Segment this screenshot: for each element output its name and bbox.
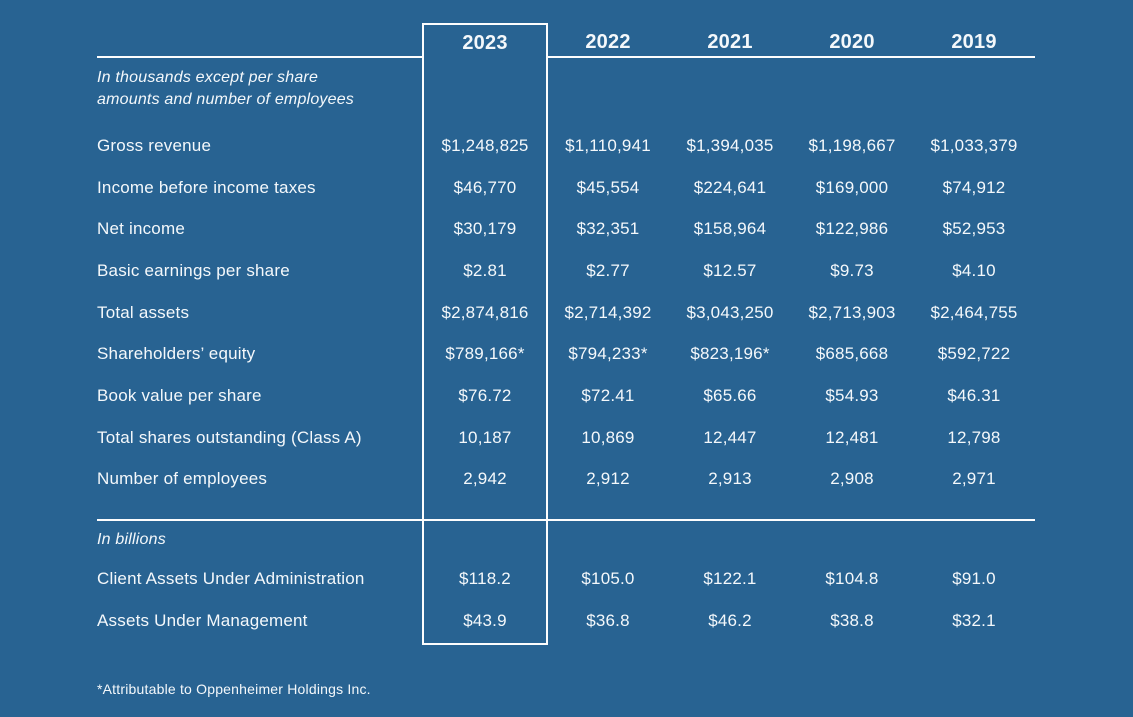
row-label: Income before income taxes	[97, 177, 316, 197]
cell-value: $105.0	[581, 569, 635, 589]
table-row-client-assets-under-administration: Client Assets Under Administration $118.…	[97, 558, 1035, 600]
row-label: Book value per share	[97, 385, 262, 405]
cell-value: $2,714,392	[564, 302, 652, 322]
cell-value: $2.81	[463, 260, 507, 280]
cell-value: $32.1	[952, 610, 996, 630]
cell-value: $74,912	[942, 177, 1006, 197]
cell-value: $592,722	[937, 344, 1011, 364]
table-row-gross-revenue: Gross revenue $1,248,825 $1,110,941 $1,3…	[97, 125, 1035, 167]
row-label: Basic earnings per share	[97, 260, 290, 280]
row-label: Shareholders’ equity	[97, 344, 256, 364]
units-note-line-1: In thousands except per share	[97, 69, 319, 86]
cell-value: 10,187	[458, 427, 512, 447]
cell-value: $65.66	[703, 385, 757, 405]
cell-value: $1,198,667	[808, 135, 896, 155]
cell-value: 10,869	[581, 427, 635, 447]
cell-value: $2,874,816	[441, 302, 529, 322]
row-label: Number of employees	[97, 469, 268, 489]
cell-value: $4.10	[952, 260, 996, 280]
cell-value: 2,912	[586, 469, 630, 489]
footnote: *Attributable to Oppenheimer Holdings In…	[97, 681, 371, 697]
table-row-assets-under-management: Assets Under Management $43.9 $36.8 $46.…	[97, 600, 1035, 642]
cell-value: $3,043,250	[686, 302, 774, 322]
year-header-2021: 2021	[669, 23, 791, 58]
cell-value: $1,248,825	[441, 135, 529, 155]
financial-summary-table: 2023 2022 2021 2020 2019 In thousands ex…	[97, 23, 1035, 642]
cell-value: $76.72	[458, 385, 512, 405]
cell-value: $54.93	[825, 385, 879, 405]
units-note-row: In thousands except per share amounts an…	[97, 58, 1035, 125]
cell-value: $30,179	[453, 219, 517, 239]
cell-value: $43.9	[463, 610, 507, 630]
row-label: Client Assets Under Administration	[97, 569, 365, 589]
cell-value: $52,953	[942, 219, 1006, 239]
year-header-2023: 2023	[462, 32, 508, 54]
row-label: Total assets	[97, 302, 190, 322]
cell-value: $46.31	[947, 385, 1001, 405]
cell-value: $9.73	[830, 260, 874, 280]
cell-value: $685,668	[815, 344, 889, 364]
cell-value: $36.8	[586, 610, 630, 630]
cell-value: 12,481	[825, 427, 879, 447]
cell-value: $38.8	[830, 610, 874, 630]
year-header-2022: 2022	[547, 23, 669, 58]
cell-value: $794,233*	[568, 344, 648, 364]
header-spacer	[97, 23, 423, 58]
cell-value: $158,964	[693, 219, 767, 239]
cell-value: $122,986	[815, 219, 889, 239]
year-header-2020: 2020	[791, 23, 913, 58]
table-row-number-of-employees: Number of employees 2,942 2,912 2,913 2,…	[97, 459, 1035, 501]
in-billions-note-row: In billions	[97, 521, 1035, 558]
row-label: Gross revenue	[97, 135, 212, 155]
table-row-net-income: Net income $30,179 $32,351 $158,964 $122…	[97, 208, 1035, 250]
cell-value: $46,770	[453, 177, 517, 197]
cell-value: 12,447	[703, 427, 757, 447]
cell-value: $12.57	[703, 260, 757, 280]
cell-value: 2,971	[952, 469, 996, 489]
table-row-shareholders-equity: Shareholders’ equity $789,166* $794,233*…	[97, 333, 1035, 375]
cell-value: $91.0	[952, 569, 996, 589]
cell-value: $104.8	[825, 569, 879, 589]
cell-value: $72.41	[581, 385, 635, 405]
cell-value: $46.2	[708, 610, 752, 630]
row-label: Net income	[97, 219, 185, 239]
in-billions-note: In billions	[97, 530, 166, 548]
cell-value: $1,394,035	[686, 135, 774, 155]
cell-value: $169,000	[815, 177, 889, 197]
cell-value: $32,351	[576, 219, 640, 239]
cell-value: $1,033,379	[930, 135, 1018, 155]
year-header-2019: 2019	[913, 23, 1035, 58]
cell-value: 2,908	[830, 469, 874, 489]
table-row-income-before-taxes: Income before income taxes $46,770 $45,5…	[97, 167, 1035, 209]
cell-value: $1,110,941	[565, 135, 651, 155]
cell-value: $789,166*	[445, 344, 525, 364]
row-label: Assets Under Management	[97, 610, 308, 630]
cell-value: $2,464,755	[930, 302, 1018, 322]
cell-value: $2,713,903	[808, 302, 896, 322]
cell-value: $823,196*	[690, 344, 770, 364]
cell-value: $45,554	[576, 177, 640, 197]
cell-value: 2,942	[463, 469, 507, 489]
section-divider	[97, 500, 1035, 522]
table-row-total-assets: Total assets $2,874,816 $2,714,392 $3,04…	[97, 292, 1035, 334]
cell-value: $2.77	[586, 260, 630, 280]
year-header-row: 2023 2022 2021 2020 2019	[97, 23, 1035, 58]
cell-value: 12,798	[947, 427, 1001, 447]
row-label: Total shares outstanding (Class A)	[97, 427, 362, 447]
table-row-basic-eps: Basic earnings per share $2.81 $2.77 $12…	[97, 250, 1035, 292]
cell-value: $118.2	[459, 569, 511, 589]
cell-value: $224,641	[693, 177, 767, 197]
units-note-line-2: amounts and number of employees	[97, 90, 355, 108]
table-row-shares-outstanding: Total shares outstanding (Class A) 10,18…	[97, 417, 1035, 459]
cell-value: $122.1	[703, 569, 757, 589]
table-row-book-value-per-share: Book value per share $76.72 $72.41 $65.6…	[97, 375, 1035, 417]
units-note: In thousands except per share amounts an…	[97, 58, 423, 125]
cell-value: 2,913	[708, 469, 752, 489]
